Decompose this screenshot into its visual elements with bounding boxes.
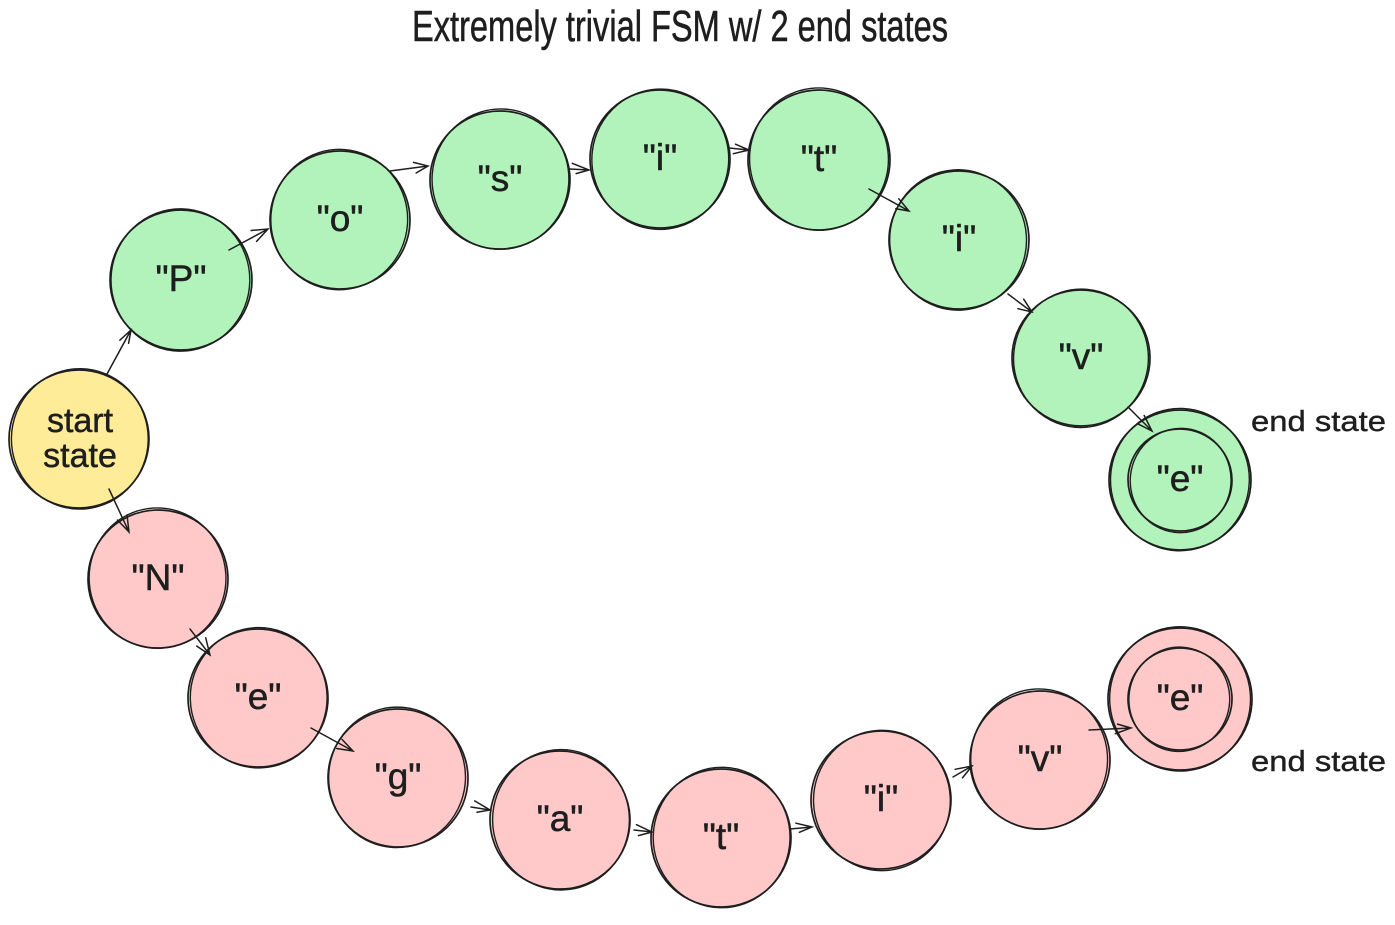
svg-text:"v": "v" — [1059, 336, 1104, 377]
svg-text:start: start — [47, 402, 114, 440]
svg-text:"e": "e" — [1157, 677, 1204, 718]
svg-text:"N": "N" — [132, 557, 185, 598]
svg-text:"e": "e" — [235, 676, 282, 717]
svg-text:"i": "i" — [643, 137, 678, 178]
svg-text:"g": "g" — [375, 756, 422, 797]
svg-text:"o": "o" — [317, 198, 364, 239]
svg-text:"a": "a" — [537, 798, 584, 839]
svg-text:end state: end state — [1251, 746, 1386, 778]
svg-text:Extremely trivial FSM w/ 2 end: Extremely trivial FSM w/ 2 end states — [412, 2, 948, 51]
svg-text:"P": "P" — [156, 258, 207, 299]
svg-text:"t": "t" — [801, 138, 838, 179]
svg-text:"i": "i" — [942, 218, 977, 259]
svg-text:"e": "e" — [1157, 458, 1204, 499]
svg-text:"v": "v" — [1018, 738, 1063, 779]
svg-text:"s": "s" — [478, 158, 523, 199]
svg-text:end state: end state — [1251, 406, 1386, 438]
svg-text:"t": "t" — [703, 816, 740, 857]
svg-text:"i": "i" — [864, 778, 899, 819]
svg-text:state: state — [43, 437, 117, 475]
